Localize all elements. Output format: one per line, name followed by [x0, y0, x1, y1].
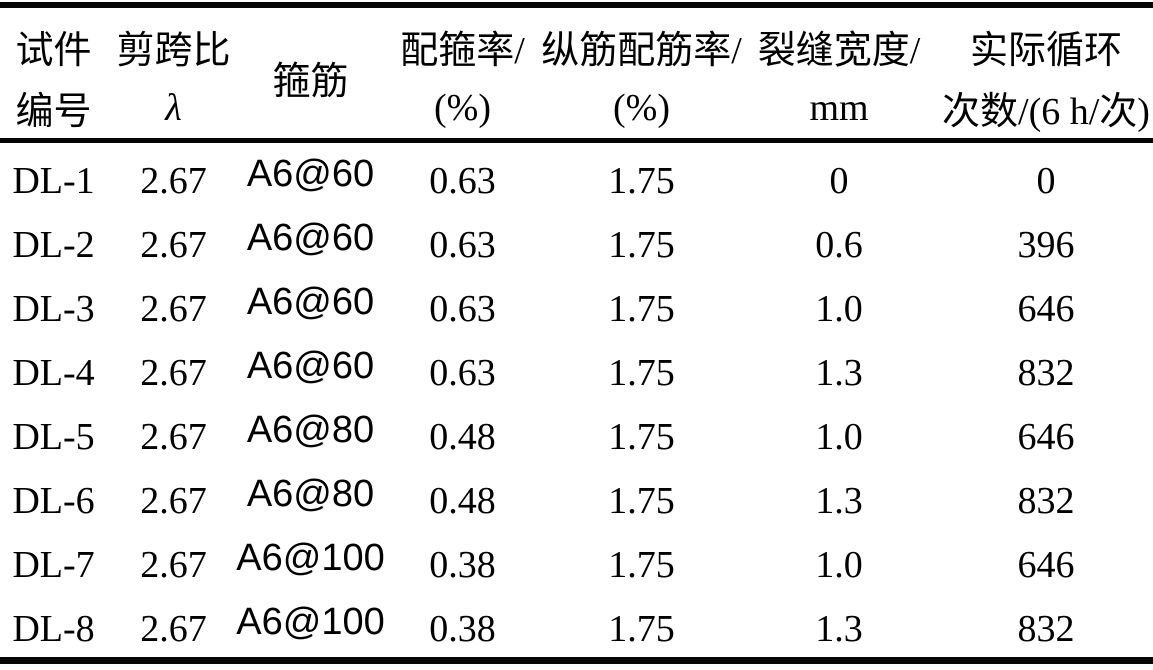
cell-actual-cycles: 0 — [1036, 160, 1056, 202]
cell-shear-span-ratio: 2.67 — [140, 160, 207, 202]
cell-longitudinal-ratio: 1.75 — [608, 544, 675, 586]
cell-stirrup: A6@60 — [246, 344, 375, 387]
cell-specimen: DL-5 — [12, 416, 95, 458]
cell-specimen: DL-6 — [12, 480, 95, 522]
cell-longitudinal-ratio: 1.75 — [608, 288, 675, 330]
header-cell-longitudinal-ratio: 纵筋配筋率/ (%) — [541, 8, 742, 138]
cell-longitudinal-ratio: 1.75 — [608, 608, 675, 650]
header-cell-shear-span-ratio: 剪跨比 λ — [107, 8, 240, 138]
cell-specimen: DL-7 — [12, 544, 95, 586]
cell-stirrup: A6@60 — [246, 280, 375, 323]
cell-crack-width: 1.0 — [815, 416, 863, 458]
cell-stirrup-ratio: 0.38 — [429, 544, 496, 586]
header-cell-stirrup: 箍筋 — [240, 8, 381, 138]
header-label: (%) — [613, 86, 670, 129]
cell-shear-span-ratio: 2.67 — [140, 352, 207, 394]
cell-shear-span-ratio: 2.67 — [140, 480, 207, 522]
cell-actual-cycles: 832 — [1017, 352, 1075, 394]
cell-stirrup: A6@80 — [246, 408, 375, 451]
header-label: 次数/(6 h/次) — [942, 91, 1150, 133]
cell-stirrup-ratio: 0.48 — [429, 416, 496, 458]
cell-longitudinal-ratio: 1.75 — [608, 480, 675, 522]
header-cell-actual-cycles: 实际循环 次数/(6 h/次) — [939, 8, 1153, 138]
cell-actual-cycles: 646 — [1017, 416, 1075, 458]
cell-actual-cycles: 646 — [1017, 544, 1075, 586]
cell-crack-width: 1.0 — [815, 288, 863, 330]
cell-stirrup: A6@80 — [246, 472, 375, 515]
header-label-lambda: λ — [165, 86, 182, 129]
header-label: 实际循环 — [969, 30, 1122, 72]
cell-stirrup: A6@100 — [236, 600, 385, 643]
cell-shear-span-ratio: 2.67 — [140, 544, 207, 586]
cell-shear-span-ratio: 2.67 — [140, 416, 207, 458]
cell-crack-width: 0 — [829, 160, 849, 202]
cell-specimen: DL-2 — [12, 224, 95, 266]
header-label: 箍筋 — [272, 60, 349, 103]
cell-stirrup: A6@60 — [246, 152, 375, 195]
header-label: (%) — [434, 86, 491, 129]
cell-actual-cycles: 832 — [1017, 480, 1075, 522]
cell-longitudinal-ratio: 1.75 — [608, 416, 675, 458]
cell-stirrup-ratio: 0.63 — [429, 224, 496, 266]
cell-stirrup-ratio: 0.48 — [429, 480, 496, 522]
cell-stirrup-ratio: 0.63 — [429, 352, 496, 394]
table-body: DL-1 2.67 A6@60 0.63 1.75 0 0 DL-2 2.67 … — [0, 143, 1153, 655]
table-top-rule — [0, 2, 1153, 8]
cell-stirrup: A6@60 — [246, 216, 375, 259]
cell-longitudinal-ratio: 1.75 — [608, 160, 675, 202]
header-cell-specimen-number: 试件 编号 — [0, 8, 107, 138]
table-bottom-rule — [0, 657, 1153, 664]
header-label: 配箍率/ — [400, 30, 525, 72]
table-header-row: 试件 编号 剪跨比 λ 箍筋 配箍率/ (%) 纵筋配筋率/ (%) 裂缝宽度/… — [0, 8, 1153, 138]
header-label: 剪跨比 — [116, 30, 231, 72]
header-cell-stirrup-ratio: 配箍率/ (%) — [381, 8, 544, 138]
cell-longitudinal-ratio: 1.75 — [608, 224, 675, 266]
cell-stirrup-ratio: 0.63 — [429, 160, 496, 202]
header-cell-crack-width: 裂缝宽度/ mm — [739, 8, 939, 138]
cell-specimen: DL-4 — [12, 352, 95, 394]
cell-actual-cycles: 396 — [1017, 224, 1075, 266]
header-label: 编号 — [15, 91, 92, 133]
cell-specimen: DL-8 — [12, 608, 95, 650]
cell-crack-width: 1.3 — [815, 480, 863, 522]
cell-actual-cycles: 646 — [1017, 288, 1075, 330]
cell-longitudinal-ratio: 1.75 — [608, 352, 675, 394]
cell-specimen: DL-3 — [12, 288, 95, 330]
cell-actual-cycles: 832 — [1017, 608, 1075, 650]
cell-stirrup-ratio: 0.38 — [429, 608, 496, 650]
table-header-rule — [0, 138, 1153, 143]
cell-stirrup-ratio: 0.63 — [429, 288, 496, 330]
cell-specimen: DL-1 — [12, 160, 95, 202]
cell-shear-span-ratio: 2.67 — [140, 224, 207, 266]
header-label: 纵筋配筋率/ — [541, 30, 742, 72]
cell-shear-span-ratio: 2.67 — [140, 608, 207, 650]
cell-stirrup: A6@100 — [236, 536, 385, 579]
cell-crack-width: 1.3 — [815, 352, 863, 394]
cell-shear-span-ratio: 2.67 — [140, 288, 207, 330]
cell-crack-width: 1.0 — [815, 544, 863, 586]
header-label: 试件 — [15, 30, 92, 72]
cell-crack-width: 1.3 — [815, 608, 863, 650]
header-label: 裂缝宽度/ — [757, 30, 921, 72]
cell-crack-width: 0.6 — [815, 224, 863, 266]
header-label: mm — [809, 86, 869, 129]
